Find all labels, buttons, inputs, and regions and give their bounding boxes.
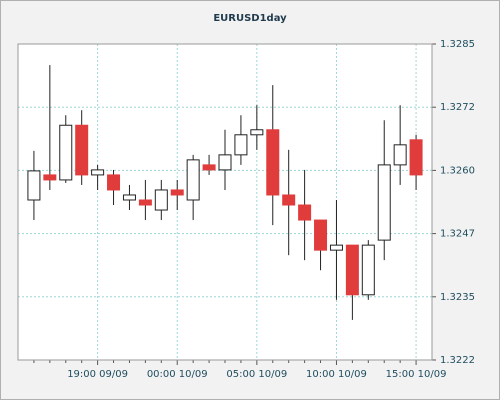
y-tick-label: 1.3222 — [440, 355, 475, 366]
x-tick-label: 05:00 10/09 — [226, 369, 287, 380]
plot-area — [18, 44, 432, 360]
candle-body — [218, 154, 232, 171]
y-tick-label: 1.3260 — [440, 165, 475, 176]
candle-body — [361, 244, 375, 296]
candle-body — [138, 199, 152, 206]
x-tick-label: 15:00 10/09 — [386, 369, 447, 380]
candle-body — [43, 174, 57, 181]
x-tick-label: 19:00 09/09 — [67, 369, 128, 380]
candle-body — [409, 139, 423, 176]
candle-body — [186, 159, 200, 201]
candle-body — [27, 170, 41, 201]
y-tick-label: 1.3285 — [440, 39, 475, 50]
candle-body — [250, 129, 264, 136]
candle-body — [282, 194, 296, 206]
y-tick-label: 1.3272 — [440, 102, 475, 113]
candle-body — [345, 244, 359, 296]
candle-body — [298, 204, 312, 221]
candle-body — [202, 164, 216, 171]
y-tick-label: 1.3235 — [440, 292, 475, 303]
candle-body — [122, 194, 136, 201]
candle-body — [393, 144, 407, 166]
x-tick-label: 00:00 10/09 — [147, 369, 208, 380]
chart-title: EURUSD1day — [213, 13, 287, 24]
candle-body — [170, 189, 184, 196]
candle-body — [314, 219, 328, 251]
candle-body — [266, 129, 280, 196]
candle-body — [91, 169, 105, 176]
candle-body — [59, 124, 73, 181]
candle-body — [329, 244, 343, 251]
candle-body — [75, 124, 89, 176]
candle-body — [234, 134, 248, 156]
y-tick-label: 1.3247 — [440, 229, 475, 240]
x-tick-label: 10:00 10/09 — [306, 369, 367, 380]
plot-border — [17, 43, 433, 361]
candle-body — [377, 164, 391, 241]
candle-body — [107, 174, 121, 191]
candle-body — [154, 189, 168, 211]
